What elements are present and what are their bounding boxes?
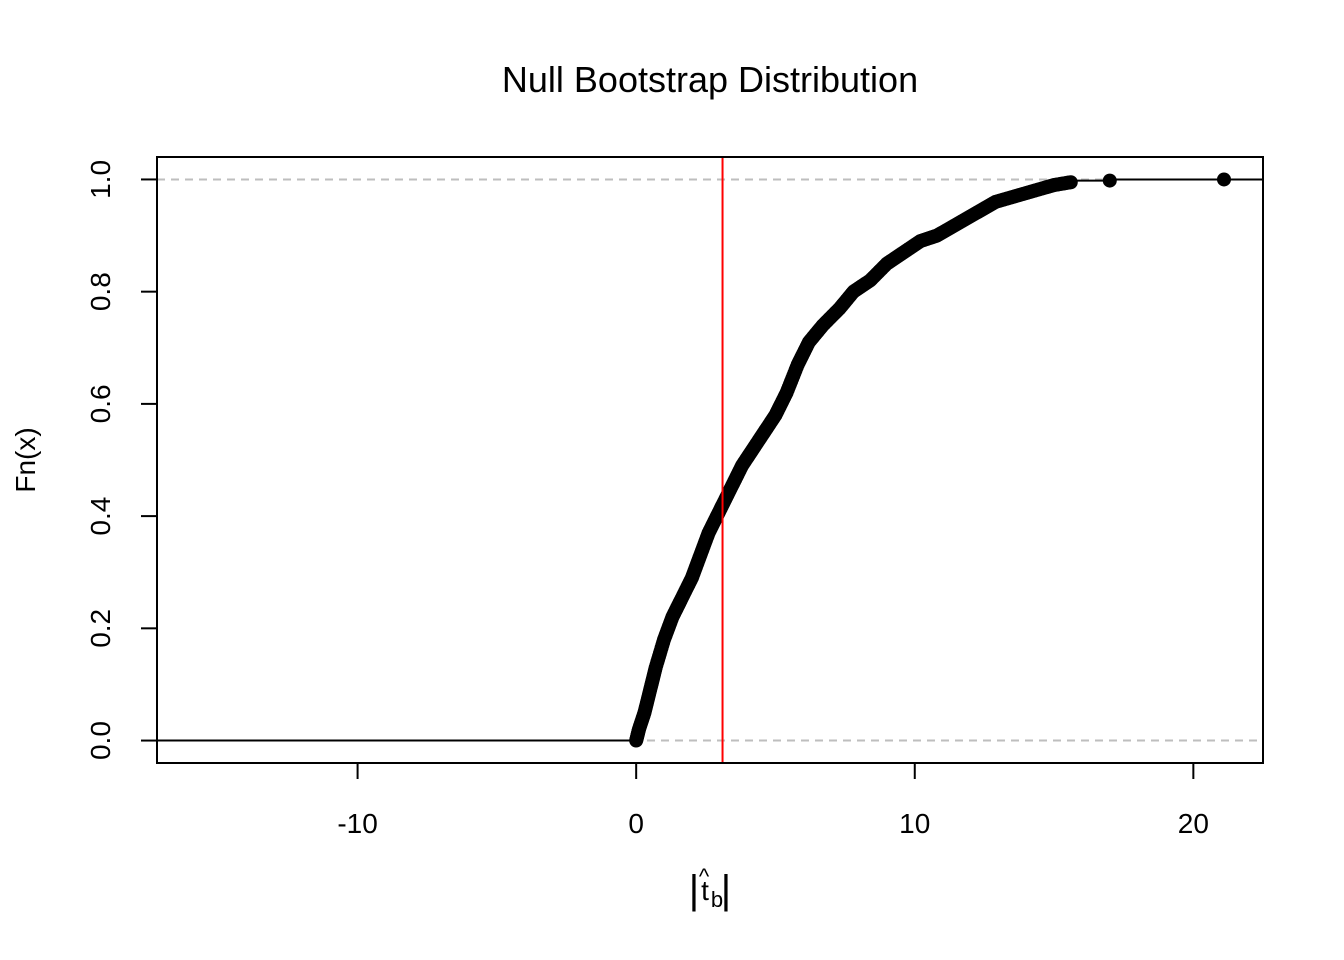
x-axis-label: | ^ t b | [689, 864, 731, 912]
y-tick-label: 0.8 [85, 272, 116, 311]
x-label-right-bar: | [721, 868, 731, 912]
chart-title: Null Bootstrap Distribution [502, 59, 918, 100]
plot-frame [156, 156, 1264, 764]
x-tick-label: 20 [1178, 808, 1209, 839]
x-label-hat: ^ [699, 864, 710, 889]
y-tick-label: 0.2 [85, 609, 116, 648]
y-axis-label: Fn(x) [10, 427, 41, 492]
plot-area [157, 157, 1263, 763]
y-axis: 0.0 0.2 0.4 0.6 0.8 1.0 [85, 160, 157, 760]
x-label-subscript: b [711, 887, 723, 912]
x-tick-label: 0 [628, 808, 644, 839]
x-label-base: t [701, 875, 709, 906]
ecdf-outlier-point [1102, 173, 1117, 188]
ecdf-point [1063, 175, 1078, 190]
x-tick-label: -10 [337, 808, 377, 839]
y-tick-label: 0.0 [85, 721, 116, 760]
x-tick-label: 10 [899, 808, 930, 839]
x-axis: -10 0 10 20 [337, 763, 1209, 839]
x-label-left-bar: | [689, 868, 699, 912]
y-tick-label: 0.6 [85, 384, 116, 423]
y-tick-label: 1.0 [85, 160, 116, 199]
y-tick-label: 0.4 [85, 497, 116, 536]
